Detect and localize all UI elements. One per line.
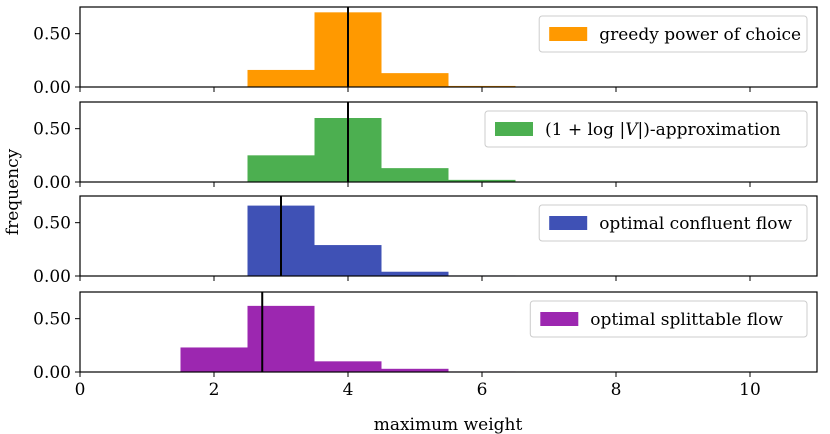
histogram-bar bbox=[314, 245, 382, 276]
panel-3: 0.00 0.50 optimal confluent flow bbox=[33, 195, 818, 287]
histogram-bar bbox=[180, 347, 248, 372]
legend-box bbox=[538, 15, 808, 53]
panel-2: 0.00 0.50 (1 + log |V|)-approximation bbox=[33, 101, 818, 193]
panel-1: 0.00 0.50 greedy power of choice bbox=[33, 6, 818, 98]
panels-group: 0.00 0.50 greedy power of choice 0.00 0.50 (1… bbox=[33, 6, 818, 400]
histogram-bar bbox=[381, 168, 449, 182]
panel-frame bbox=[79, 101, 818, 183]
y-axis-label: frequency bbox=[3, 148, 23, 235]
legend-swatch bbox=[549, 27, 588, 41]
histogram-bar bbox=[314, 361, 382, 372]
y-tick-label: 0.50 bbox=[33, 120, 71, 140]
histogram-bar bbox=[448, 179, 516, 182]
legend-box bbox=[484, 110, 808, 148]
y-tick-label: 0.00 bbox=[33, 363, 71, 383]
histogram-bar bbox=[381, 73, 449, 87]
histogram-bar bbox=[381, 271, 449, 276]
y-tick-label: 0.50 bbox=[33, 25, 71, 45]
y-tick-label: 0.00 bbox=[33, 267, 71, 287]
panel-frame bbox=[79, 195, 818, 277]
legend-swatch bbox=[495, 122, 533, 136]
x-tick-label: 2 bbox=[209, 380, 220, 400]
legend-swatch bbox=[540, 312, 579, 326]
x-tick-label: 8 bbox=[611, 380, 622, 400]
legend-box bbox=[538, 204, 808, 242]
x-tick-label: 4 bbox=[343, 380, 354, 400]
histogram-bar bbox=[247, 69, 315, 87]
legend-box bbox=[529, 300, 808, 338]
legend-swatch bbox=[549, 216, 588, 230]
x-axis-label: maximum weight bbox=[374, 415, 523, 434]
legend-label: greedy power of choice bbox=[599, 25, 801, 45]
y-tick-label: 0.50 bbox=[33, 214, 71, 234]
y-tick-label: 0.00 bbox=[33, 173, 71, 193]
legend-label: optimal confluent flow bbox=[599, 214, 792, 234]
histogram-bar bbox=[381, 368, 449, 372]
x-tick-label: 6 bbox=[477, 380, 488, 400]
y-tick-label: 0.00 bbox=[33, 78, 71, 98]
panel-frame bbox=[79, 6, 818, 88]
histogram-bar bbox=[247, 155, 315, 182]
x-tick-label: 0 bbox=[75, 380, 86, 400]
panel-4: 0.00 0.50 optimal splittable flow bbox=[33, 291, 818, 383]
x-tick-label: 10 bbox=[739, 380, 761, 400]
legend-label: optimal splittable flow bbox=[590, 310, 783, 330]
y-tick-label: 0.50 bbox=[33, 310, 71, 330]
histogram-bar bbox=[247, 305, 315, 372]
panel-frame bbox=[79, 291, 818, 373]
legend-label: (1 + log |V|)-approximation bbox=[545, 120, 781, 140]
